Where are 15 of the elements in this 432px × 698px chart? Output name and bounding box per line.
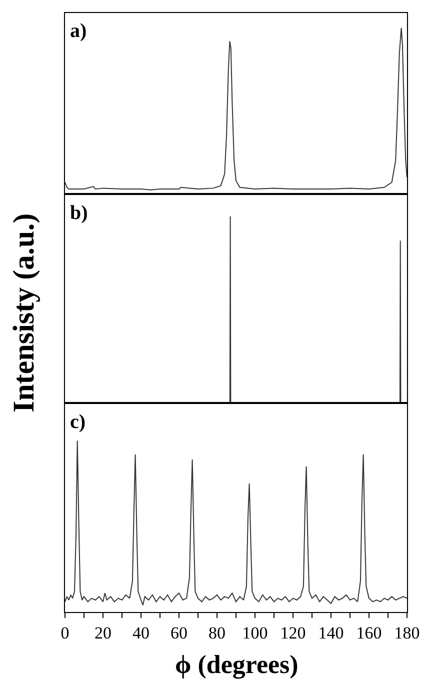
chart-title: b) (70, 202, 88, 224)
x-axis-title: ϕ (degrees) (175, 650, 298, 679)
x-tick-label: 20 (94, 623, 112, 642)
chart-title: a) (70, 20, 87, 42)
chart-title: c) (70, 411, 86, 433)
x-tick-label: 80 (208, 623, 226, 642)
x-tick-label: 140 (318, 623, 344, 642)
x-tick-label: 120 (280, 623, 306, 642)
x-tick-label: 160 (356, 623, 382, 642)
x-tick-label: 180 (394, 623, 420, 642)
x-tick-label: 100 (242, 623, 268, 642)
x-tick-label: 60 (170, 623, 188, 642)
x-tick-label: 40 (132, 623, 150, 642)
x-tick-label: 0 (60, 623, 70, 642)
y-axis-title: Intensisty (a.u.) (7, 213, 40, 412)
